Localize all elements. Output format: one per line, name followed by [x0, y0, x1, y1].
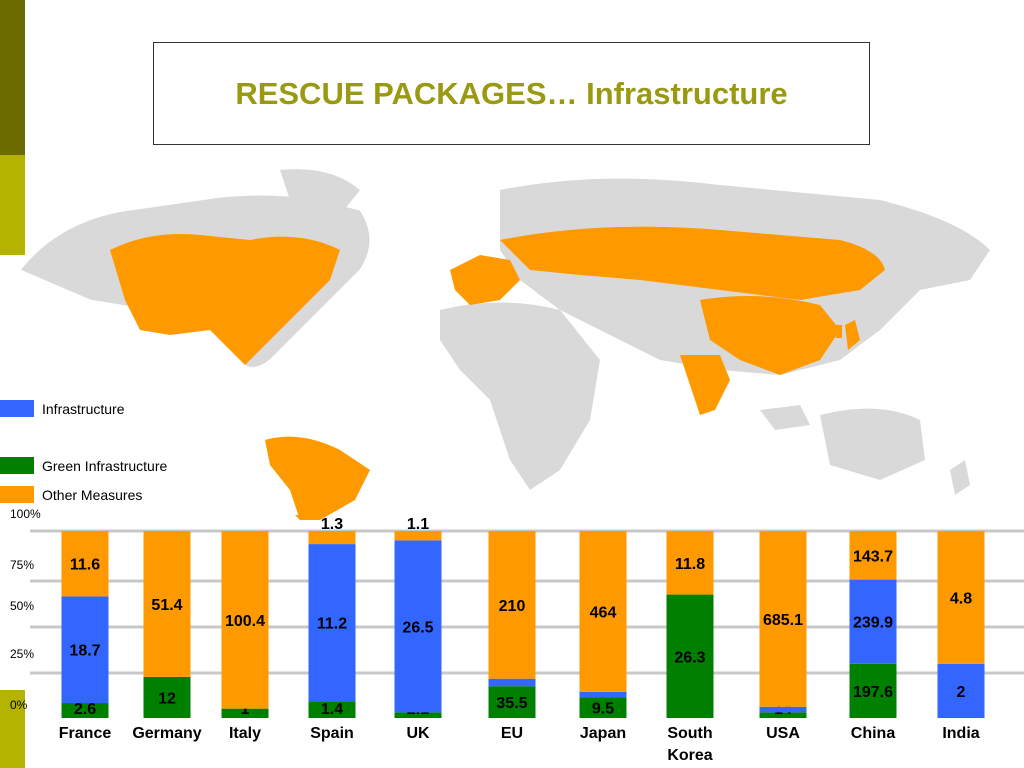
bar-segment-infrastructure	[308, 544, 356, 702]
map-india	[680, 355, 730, 415]
map-usa-canada	[110, 234, 340, 365]
bar-segment-green	[308, 701, 356, 718]
data-label-infrastructure: 11.2	[317, 616, 347, 633]
map-brazil	[265, 436, 370, 520]
bar-segment-green	[394, 712, 442, 718]
bar-segment-infrastructure	[849, 579, 897, 664]
world-map	[19, 169, 990, 520]
bar-segment-infrastructure	[394, 540, 442, 713]
legend-green-infrastructure: Green Infrastructure	[0, 457, 167, 474]
legend-swatch-other	[0, 486, 34, 503]
bar-segment-green	[143, 676, 191, 718]
data-label-green: 2.6	[74, 701, 96, 718]
data-label-other: 51.4	[151, 597, 182, 614]
bar-segment-other	[579, 531, 627, 692]
map-south-tip	[295, 515, 315, 520]
data-label-other: 143.7	[853, 548, 893, 565]
bar-segment-infrastructure	[488, 678, 536, 687]
y-tick-label: 0%	[10, 698, 28, 712]
data-label-green: 9.5	[592, 701, 614, 718]
data-label-green: 12	[158, 690, 176, 707]
bar-segment-green	[221, 708, 269, 718]
bar-segment-other	[488, 531, 536, 679]
data-label-infrastructure: 2	[957, 684, 966, 701]
bar-segment-other	[308, 531, 356, 545]
bar-segment-other	[143, 531, 191, 677]
data-label-other: 11.8	[675, 556, 705, 573]
data-label-infrastructure: 18.7	[69, 643, 100, 660]
left-accent-bar-light	[0, 155, 25, 255]
category-label: Germany	[132, 725, 201, 742]
left-accent-bar-bottom	[0, 690, 25, 768]
bar-segment-infrastructure	[61, 596, 109, 704]
data-label-other: 4.8	[950, 590, 972, 607]
bar-segment-other	[759, 531, 807, 707]
map-china	[700, 296, 840, 375]
data-label-infrastructure: 26.5	[402, 619, 433, 636]
category-label: South	[667, 725, 712, 742]
y-tick-label: 75%	[10, 558, 34, 572]
category-label: China	[851, 725, 896, 742]
category-label: Japan	[580, 725, 626, 742]
map-western-europe	[450, 255, 520, 305]
title-box: RESCUE PACKAGES… Infrastructure	[153, 42, 870, 145]
page-title: RESCUE PACKAGES… Infrastructure	[235, 75, 788, 111]
bar-segment-green	[849, 663, 897, 718]
legend-swatch-infrastructure	[0, 400, 34, 417]
data-label-green: 26.3	[674, 649, 705, 666]
map-japan	[845, 320, 860, 350]
legend-label-green: Green Infrastructure	[42, 457, 168, 474]
legend-swatch-green	[0, 457, 34, 474]
map-highlighted-countries	[110, 226, 885, 520]
bar-segment-infrastructure	[579, 691, 627, 698]
bar-segment-other	[394, 531, 442, 541]
bar-segment-other	[849, 531, 897, 580]
map-russia	[500, 226, 885, 300]
bar-segment-green	[488, 686, 536, 718]
bar-segment-green	[579, 697, 627, 718]
bar-segment-infrastructure	[759, 706, 807, 713]
bar-segment-other	[666, 531, 714, 595]
y-tick-label: 50%	[10, 599, 34, 613]
bar-segment-other	[937, 531, 985, 664]
data-label-other: 210	[499, 598, 526, 615]
bar-segment-infrastructure	[937, 663, 985, 718]
legend-infrastructure: Infrastructure	[0, 400, 124, 417]
category-label: France	[59, 725, 112, 742]
y-tick-label: 100%	[10, 507, 41, 521]
data-label-infrastructure: 239.9	[853, 615, 893, 632]
data-label-other: 1.1	[407, 516, 429, 533]
data-label-green: 1.4	[321, 701, 343, 718]
category-label: EU	[501, 725, 523, 742]
map-korea	[835, 325, 842, 338]
bar-segment-green	[61, 703, 109, 718]
data-label-other: 100.4	[225, 613, 265, 630]
data-label-green: 1	[241, 701, 250, 718]
category-label: USA	[766, 725, 800, 742]
y-tick-label: 25%	[10, 647, 34, 661]
data-label-other: 464	[590, 604, 617, 621]
data-label-green: 35.5	[496, 695, 527, 712]
category-label: Korea	[667, 747, 712, 764]
legend-label-other: Other Measures	[42, 486, 143, 503]
data-label-other: 1.3	[321, 516, 343, 533]
bar-segment-green	[666, 594, 714, 718]
bar-segment-green	[759, 712, 807, 718]
data-label-green: 197.6	[853, 684, 893, 701]
data-label-other: 11.6	[70, 557, 100, 574]
category-label: India	[942, 725, 979, 742]
legend-label-infrastructure: Infrastructure	[42, 400, 125, 417]
bar-segment-other	[61, 531, 109, 597]
category-label: Spain	[310, 725, 354, 742]
left-accent-bar-dark	[0, 0, 25, 155]
category-label: UK	[406, 725, 430, 742]
legend-other-measures: Other Measures	[0, 486, 142, 503]
bar-segment-other	[221, 531, 269, 709]
data-label-other: 685.1	[763, 612, 803, 629]
category-label: Italy	[229, 725, 261, 742]
